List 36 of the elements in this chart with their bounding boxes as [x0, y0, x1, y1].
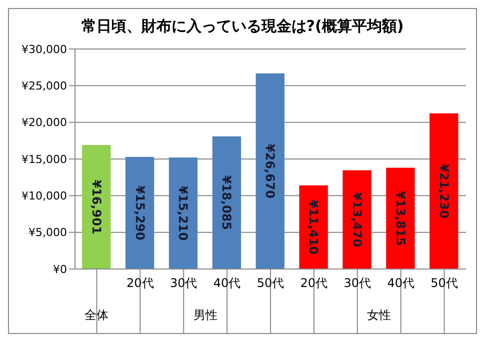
- data-label: ¥21,230: [436, 164, 451, 218]
- bar: [82, 145, 111, 269]
- bar: [125, 156, 154, 269]
- data-label: ¥13,815: [393, 191, 408, 246]
- x-tick-label: 20代: [126, 276, 154, 290]
- bar: [256, 73, 284, 269]
- x-tick-label: 40代: [387, 276, 414, 290]
- y-tick-label: ¥20,000: [22, 116, 67, 130]
- x-tick-label: 50代: [256, 276, 284, 290]
- bar: [430, 113, 458, 269]
- x-tick-label: 40代: [213, 276, 241, 290]
- data-label: ¥15,290: [132, 186, 147, 240]
- y-tick-label: ¥15,000: [22, 152, 67, 166]
- data-label: ¥13,470: [350, 192, 364, 247]
- text: 女性: [367, 308, 392, 322]
- x-tick-label: 30代: [344, 276, 372, 290]
- text: 全体: [84, 308, 109, 322]
- y-tick-label: ¥30,000: [22, 42, 67, 56]
- x-tick-label: 50代: [430, 276, 458, 290]
- data-label: ¥11,410: [306, 200, 321, 254]
- text: 男性: [193, 308, 218, 322]
- y-tick-label: ¥5,000: [28, 226, 67, 240]
- data-label: ¥26,670: [263, 144, 278, 199]
- bar: [168, 157, 198, 269]
- y-tick-label: ¥25,000: [22, 80, 67, 93]
- bar: [342, 170, 372, 269]
- bar: [212, 136, 242, 269]
- bar: [386, 168, 415, 269]
- x-tick-label: 30代: [170, 276, 198, 290]
- y-tick-label: ¥10,000: [22, 190, 67, 203]
- data-label: ¥16,901: [89, 180, 104, 234]
- data-label: ¥18,085: [220, 175, 234, 230]
- data-label: ¥15,210: [176, 186, 190, 241]
- chart-title: 常日頃、財布に入っている現金は?(概算平均額): [80, 17, 405, 36]
- y-tick-label: ¥0: [53, 262, 67, 276]
- x-tick-label: 20代: [300, 276, 328, 290]
